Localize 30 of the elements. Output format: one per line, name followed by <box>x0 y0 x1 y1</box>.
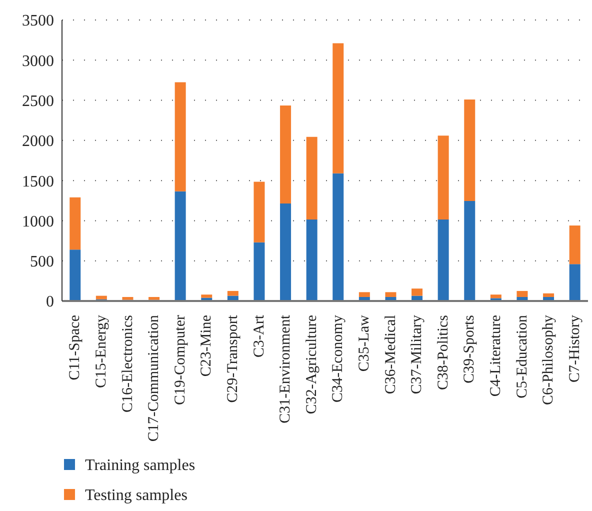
x-tick-label: C11-Space <box>67 314 84 380</box>
x-tick-label: C5-Education <box>514 314 530 398</box>
y-tick-label: 2500 <box>22 92 54 110</box>
x-tick-label: C3-Art <box>251 314 268 358</box>
y-tick-label: 1500 <box>22 173 54 190</box>
x-tick-label: C29-Transport <box>224 314 241 403</box>
legend-label: Testing samples <box>84 486 188 506</box>
x-tick-label: C19-Computer <box>172 315 188 405</box>
y-tick-label: 1000 <box>22 213 54 230</box>
y-tick-label: 2000 <box>22 133 54 150</box>
x-tick-label: C34-Economy <box>330 314 346 402</box>
x-tick-label: C35-Law <box>356 314 372 372</box>
x-tick-label: C31-Environment <box>278 314 294 424</box>
x-tick-label: C23-Mine <box>198 314 215 377</box>
y-tick-label: 500 <box>30 254 54 271</box>
x-tick-label: C6-Philosophy <box>540 314 557 406</box>
x-tick-label: C38-Politics <box>435 314 452 390</box>
x-tick-label: C39-Sports <box>462 314 478 384</box>
y-tick-label: 3000 <box>22 52 54 70</box>
y-tick-label: 3500 <box>22 12 54 30</box>
x-tick-label: C16-Electronics <box>120 314 136 412</box>
x-tick-label: C17-Communication <box>146 314 162 442</box>
x-tick-label: C4-Literature <box>488 314 504 397</box>
x-tick-label: C15-Energy <box>93 314 110 388</box>
x-tick-label: C37-Military <box>409 314 426 394</box>
y-tick-label: 0 <box>46 294 54 311</box>
x-tick-label: C32-Agriculture <box>304 314 320 414</box>
x-tick-label: C7-History <box>566 314 583 382</box>
x-tick-label: C36-Medical <box>382 315 399 394</box>
legend-label: Training samples <box>84 456 196 476</box>
